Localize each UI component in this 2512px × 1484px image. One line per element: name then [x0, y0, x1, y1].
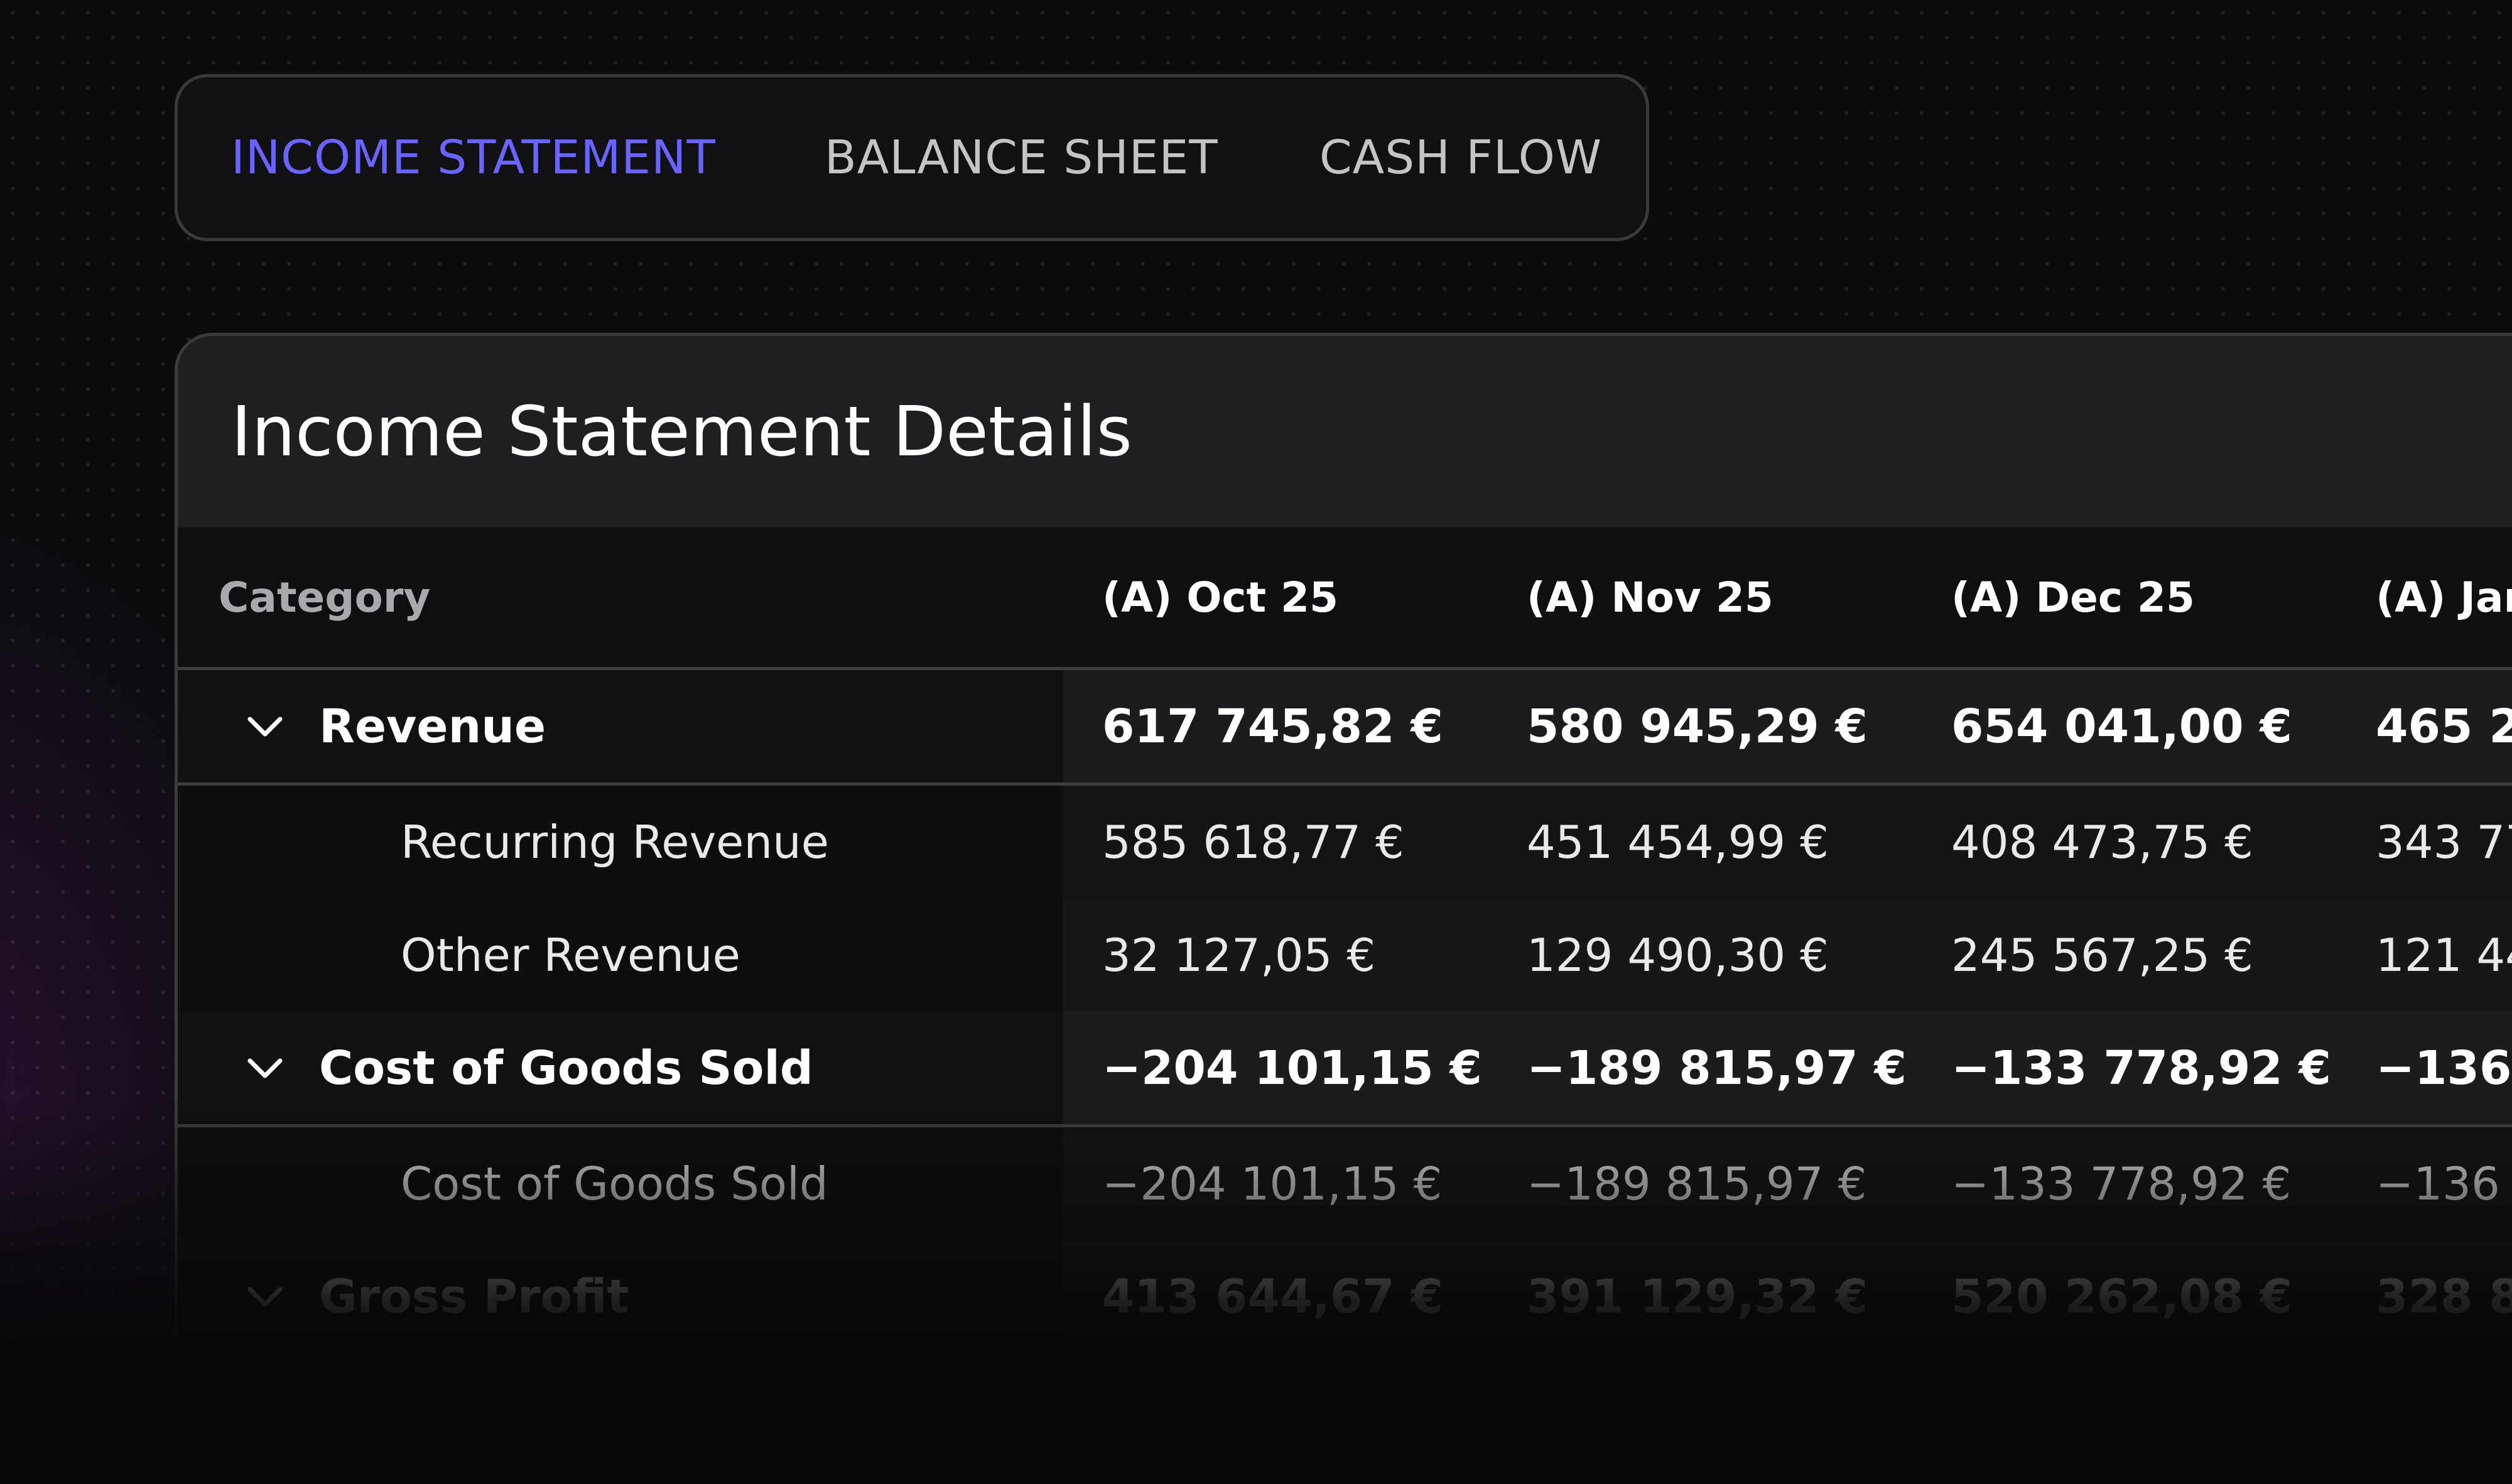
table-row-cogs-item[interactable]: Cost of Goods Sold −204 101,15 € −189 81…	[178, 1127, 2512, 1240]
row-value: 580 945,29 €	[1527, 699, 1868, 754]
table-row-cogs[interactable]: Cost of Goods Sold −204 101,15 € −189 81…	[178, 1012, 2512, 1127]
column-header-category[interactable]: Category	[219, 573, 431, 622]
row-value: 413 644,67 €	[1102, 1269, 1444, 1324]
row-value: 391 129,32 €	[1527, 1269, 1868, 1324]
row-value: 451 454,99 €	[1527, 816, 1829, 869]
statement-tabs: INCOME STATEMENT BALANCE SHEET CASH FLOW	[175, 74, 1649, 241]
column-header-nov[interactable]: (A) Nov 25	[1527, 573, 1773, 622]
row-value: 408 473,75 €	[1951, 816, 2253, 869]
table-row-gross-profit-item[interactable]: Gross Profit 413 644,67 € 391 129,32 € 5…	[178, 1356, 2512, 1469]
row-label: Other Revenue	[401, 929, 740, 982]
tab-cash-flow[interactable]: CASH FLOW	[1319, 131, 1603, 185]
chevron-down-icon[interactable]	[247, 1012, 283, 1124]
tab-balance-sheet[interactable]: BALANCE SHEET	[825, 131, 1218, 185]
panel-header: Income Statement Details	[178, 336, 2512, 528]
row-value: 328 83	[2376, 1386, 2512, 1439]
row-value: −136 3	[2376, 1041, 2512, 1095]
row-value: 121 44	[2376, 929, 2512, 982]
chevron-down-icon[interactable]	[247, 670, 283, 783]
tab-income-statement[interactable]: INCOME STATEMENT	[231, 131, 716, 185]
table-row-gross-profit[interactable]: Gross Profit 413 644,67 € 391 129,32 € 5…	[178, 1240, 2512, 1356]
row-value: 465 22	[2376, 699, 2512, 754]
row-value: −204 101,15 €	[1102, 1041, 1483, 1095]
row-label: Gross Profit	[401, 1386, 661, 1439]
column-header-oct[interactable]: (A) Oct 25	[1102, 573, 1338, 622]
row-value: 520 262,08 €	[1951, 1269, 2293, 1324]
row-value: 129 490,30 €	[1527, 929, 1829, 982]
row-value: −133 778,92 €	[1951, 1041, 2332, 1095]
income-statement-panel: Income Statement Details Category (A) Oc…	[175, 333, 2512, 1484]
row-value: −189 815,97 €	[1527, 1041, 1907, 1095]
row-value: 32 127,05 €	[1102, 929, 1376, 982]
row-label: Recurring Revenue	[401, 816, 830, 869]
row-value: 585 618,77 €	[1102, 816, 1404, 869]
row-value: 520 262,08 €	[1951, 1386, 2253, 1439]
row-value: 654 041,00 €	[1951, 699, 2293, 754]
row-value: −204 101,15 €	[1102, 1157, 1443, 1210]
table-header-row: Category (A) Oct 25 (A) Nov 25 (A) Dec 2…	[178, 528, 2512, 670]
row-value: 328 83	[2376, 1269, 2512, 1324]
chevron-down-icon[interactable]	[247, 1240, 283, 1353]
column-header-jan[interactable]: (A) Jan	[2376, 573, 2512, 622]
table-row-recurring-revenue[interactable]: Recurring Revenue 585 618,77 € 451 454,9…	[178, 786, 2512, 899]
table-row-revenue[interactable]: Revenue 617 745,82 € 580 945,29 € 654 04…	[178, 670, 2512, 786]
table-row-other-revenue[interactable]: Other Revenue 32 127,05 € 129 490,30 € 2…	[178, 899, 2512, 1012]
income-statement-table: Category (A) Oct 25 (A) Nov 25 (A) Dec 2…	[178, 528, 2512, 1469]
row-label: Cost of Goods Sold	[319, 1041, 813, 1095]
row-value: 245 567,25 €	[1951, 929, 2253, 982]
row-label: Revenue	[319, 699, 546, 754]
column-header-dec[interactable]: (A) Dec 25	[1951, 573, 2195, 622]
row-value: 413 644,67 €	[1102, 1386, 1404, 1439]
row-value: −133 778,92 €	[1951, 1157, 2292, 1210]
row-value: −136 3	[2376, 1157, 2512, 1210]
panel-title: Income Statement Details	[231, 391, 1132, 472]
row-value: 391 129,32 €	[1527, 1386, 1829, 1439]
row-value: 617 745,82 €	[1102, 699, 1444, 754]
row-value: 343 77	[2376, 816, 2512, 869]
row-label: Cost of Goods Sold	[401, 1157, 828, 1210]
row-value: −189 815,97 €	[1527, 1157, 1867, 1210]
row-label: Gross Profit	[319, 1269, 629, 1324]
